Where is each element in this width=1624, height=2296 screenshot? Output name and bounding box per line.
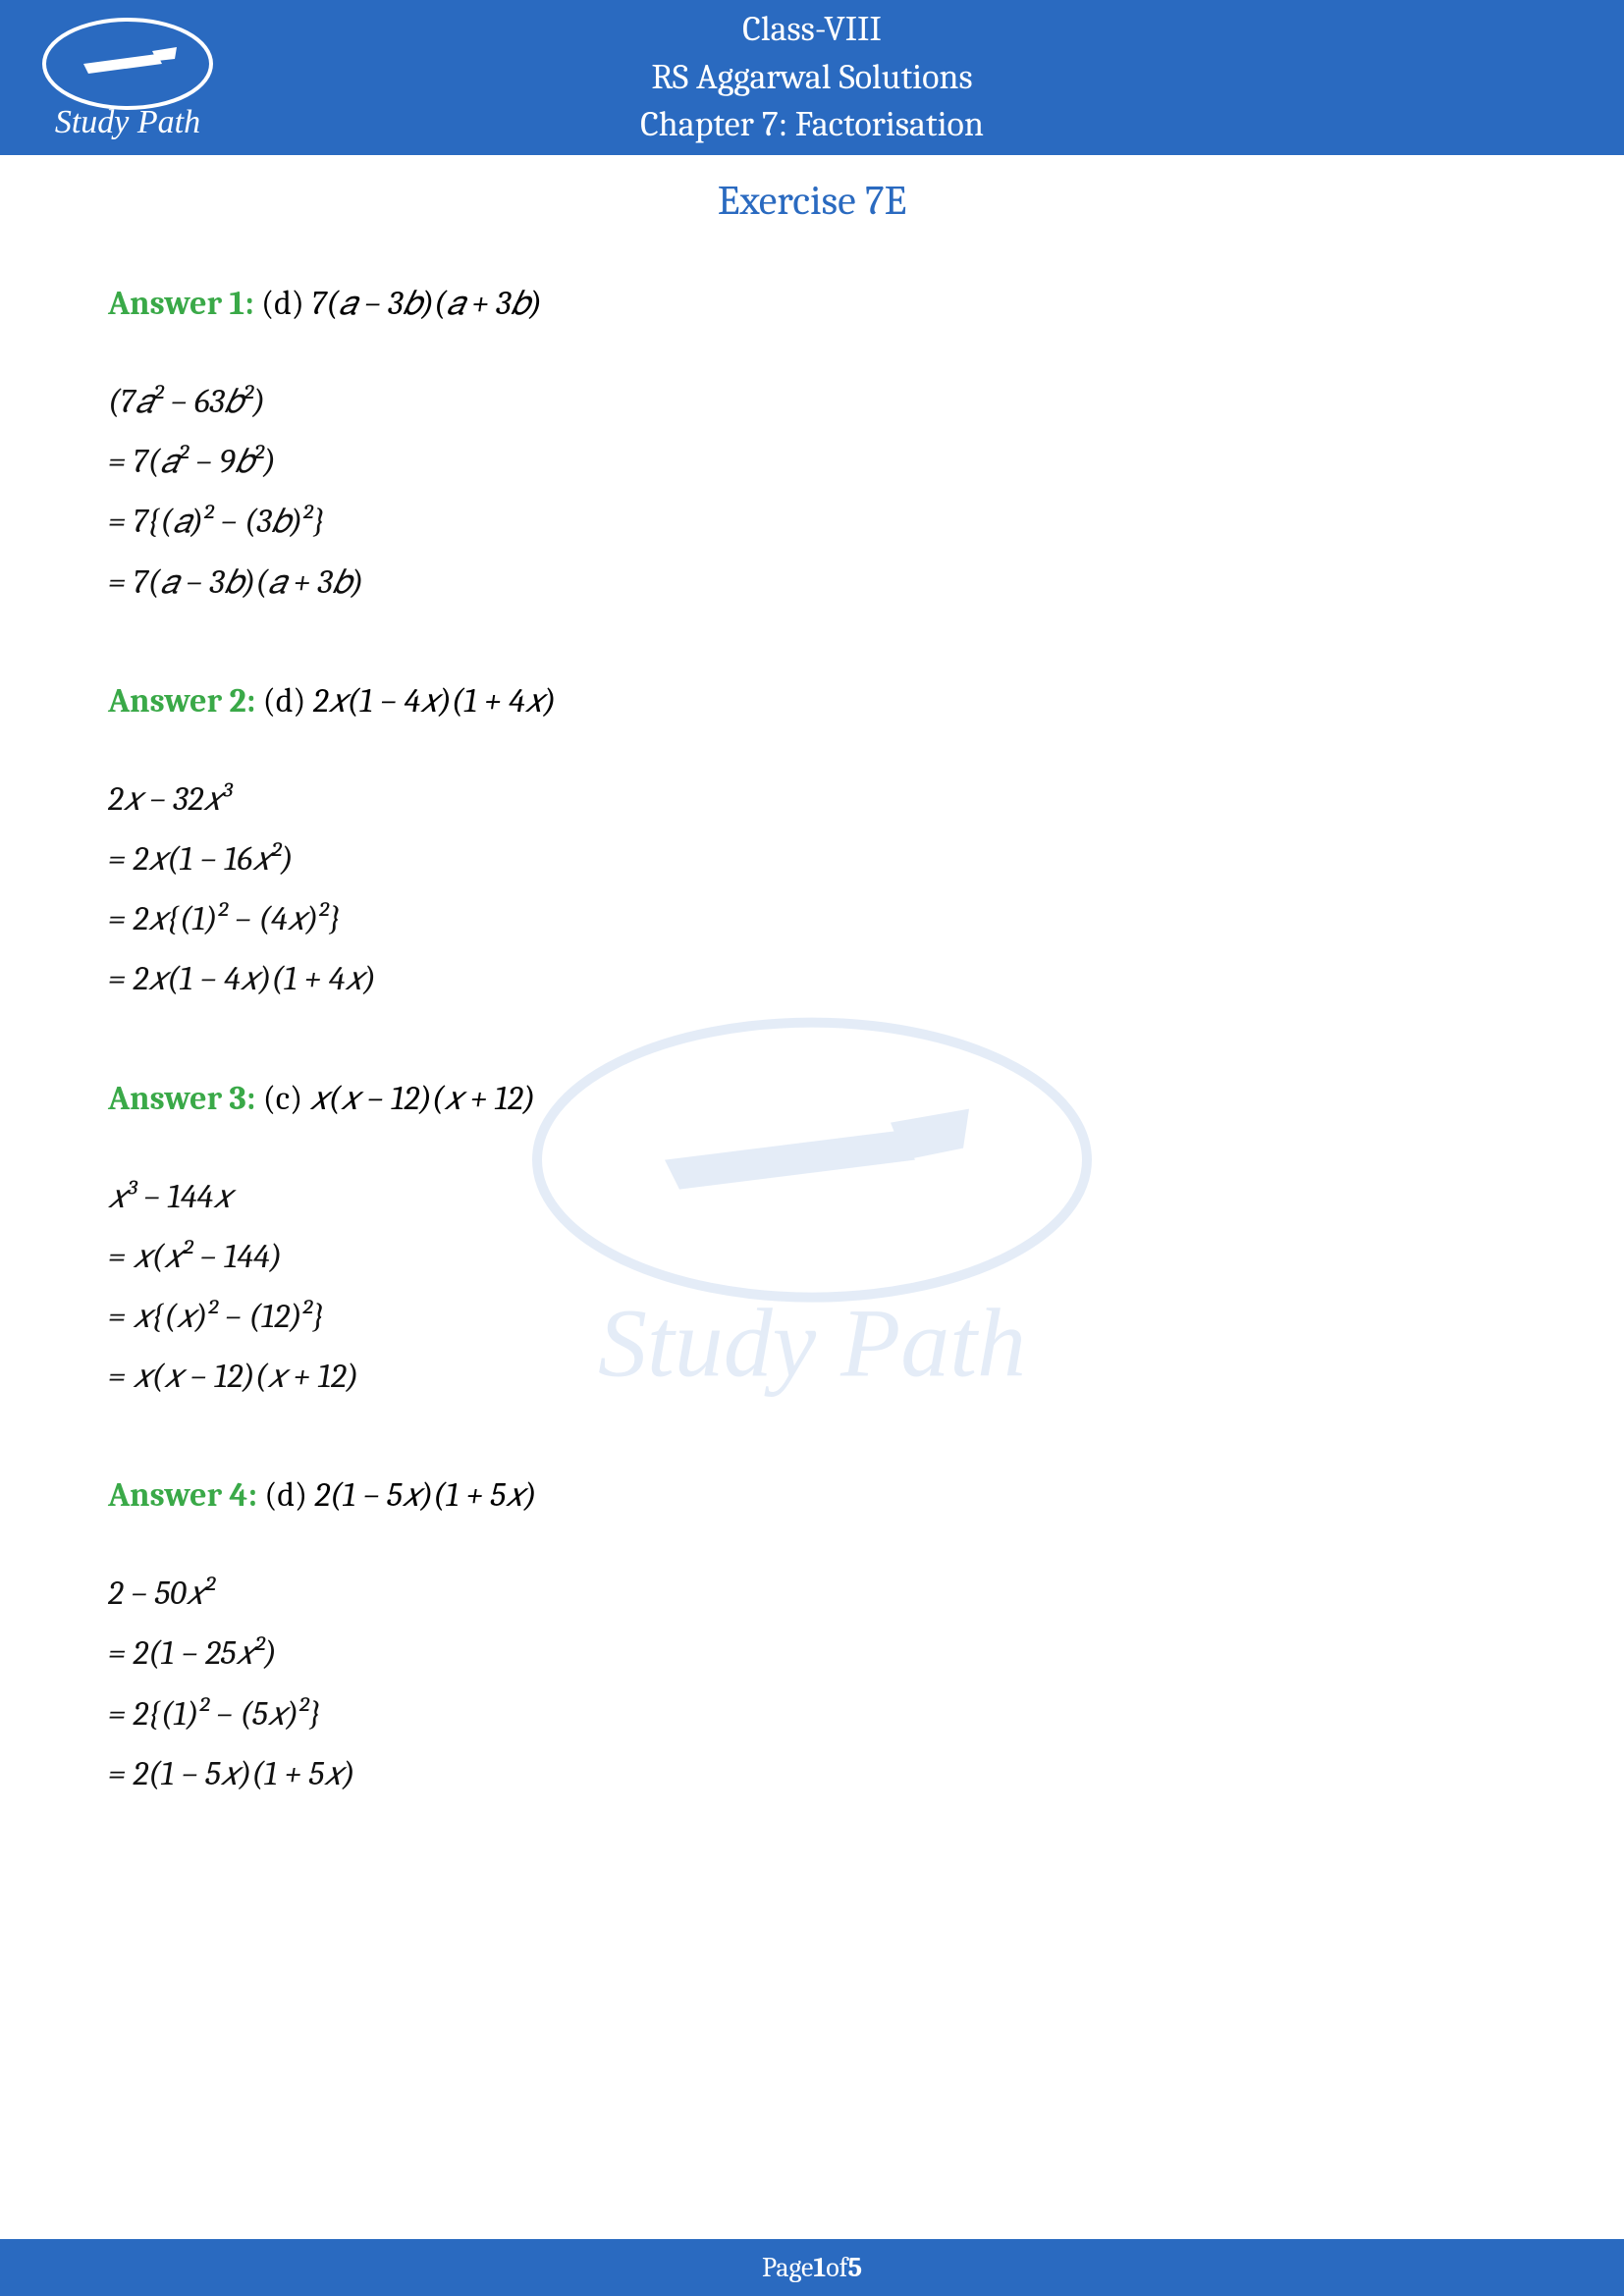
- content-area: Answer 1: (d) 7(𝑎 − 3𝑏)(𝑎 + 3𝑏) (7𝑎² − 6…: [0, 225, 1624, 1804]
- math-step: = 2{(1)² − (5𝑥)²}: [108, 1684, 1516, 1744]
- footer-prefix: Page: [762, 2252, 813, 2283]
- math-step: = 7{(𝑎)² − (3𝑏)²}: [108, 492, 1516, 552]
- study-path-logo-icon: Study Path: [29, 10, 226, 147]
- math-step: = 2(1 − 5𝑥)(1 + 5𝑥): [108, 1744, 1516, 1804]
- answer-head: Answer 2: (d) 2𝑥(1 − 4𝑥)(1 + 4𝑥): [108, 681, 1516, 721]
- exercise-title: Exercise 7E: [0, 177, 1624, 225]
- svg-text:Study Path: Study Path: [55, 104, 200, 140]
- answer-label: Answer 4:: [108, 1475, 257, 1515]
- header-bar: Study Path Class-VIII RS Aggarwal Soluti…: [0, 0, 1624, 155]
- math-step: = 7(𝑎² − 9𝑏²): [108, 432, 1516, 492]
- answer-label: Answer 2:: [108, 681, 255, 721]
- header-book: RS Aggarwal Solutions: [20, 54, 1604, 102]
- math-step: = 𝑥(𝑥 − 12)(𝑥 + 12): [108, 1347, 1516, 1407]
- math-step: = 7(𝑎 − 3𝑏)(𝑎 + 3𝑏): [108, 553, 1516, 613]
- answer-head: Answer 1: (d) 7(𝑎 − 3𝑏)(𝑎 + 3𝑏): [108, 284, 1516, 323]
- answer-label: Answer 1:: [108, 284, 254, 323]
- math-step: = 2𝑥{(1)² − (4𝑥)²}: [108, 889, 1516, 949]
- footer-middle: of: [826, 2252, 847, 2283]
- answer-option: (d): [261, 284, 304, 323]
- answer-result: 𝑥(𝑥 − 12)(𝑥 + 12): [310, 1079, 536, 1118]
- answer-result: 2(1 − 5𝑥)(1 + 5𝑥): [314, 1475, 536, 1515]
- math-step: = 2𝑥(1 − 16𝑥²): [108, 829, 1516, 889]
- answer-option: (d): [264, 1475, 307, 1515]
- footer-bar: Page 1 of 5: [0, 2239, 1624, 2296]
- header-titles: Class-VIII RS Aggarwal Solutions Chapter…: [20, 6, 1604, 149]
- math-step: = 2(1 − 25𝑥²): [108, 1624, 1516, 1683]
- answer-block-2: Answer 2: (d) 2𝑥(1 − 4𝑥)(1 + 4𝑥) 2𝑥 − 32…: [108, 681, 1516, 1010]
- answer-head: Answer 3: (c) 𝑥(𝑥 − 12)(𝑥 + 12): [108, 1079, 1516, 1118]
- header-class: Class-VIII: [20, 6, 1604, 54]
- answer-option: (c): [263, 1079, 302, 1118]
- answer-head: Answer 4: (d) 2(1 − 5𝑥)(1 + 5𝑥): [108, 1475, 1516, 1515]
- answer-result: 2𝑥(1 − 4𝑥)(1 + 4𝑥): [313, 681, 556, 721]
- footer-current-page: 1: [813, 2252, 826, 2283]
- answer-option: (d): [263, 681, 306, 721]
- math-step: 𝑥³ − 144𝑥: [108, 1167, 1516, 1227]
- math-step: = 𝑥(𝑥² − 144): [108, 1227, 1516, 1287]
- answer-result: 7(𝑎 − 3𝑏)(𝑎 + 3𝑏): [311, 284, 542, 323]
- math-step: 2 − 50𝑥²: [108, 1564, 1516, 1624]
- answer-block-3: Answer 3: (c) 𝑥(𝑥 − 12)(𝑥 + 12) 𝑥³ − 144…: [108, 1079, 1516, 1408]
- math-step: (7𝑎² − 63𝑏²): [108, 372, 1516, 432]
- answer-block-4: Answer 4: (d) 2(1 − 5𝑥)(1 + 5𝑥) 2 − 50𝑥²…: [108, 1475, 1516, 1804]
- answer-block-1: Answer 1: (d) 7(𝑎 − 3𝑏)(𝑎 + 3𝑏) (7𝑎² − 6…: [108, 284, 1516, 613]
- header-chapter: Chapter 7: Factorisation: [20, 101, 1604, 149]
- math-step: = 2𝑥(1 − 4𝑥)(1 + 4𝑥): [108, 949, 1516, 1009]
- math-step: 2𝑥 − 32𝑥³: [108, 770, 1516, 829]
- footer-total-pages: 5: [847, 2252, 862, 2283]
- logo: Study Path: [29, 10, 226, 147]
- answer-label: Answer 3:: [108, 1079, 255, 1118]
- math-step: = 𝑥{(𝑥)² − (12)²}: [108, 1287, 1516, 1347]
